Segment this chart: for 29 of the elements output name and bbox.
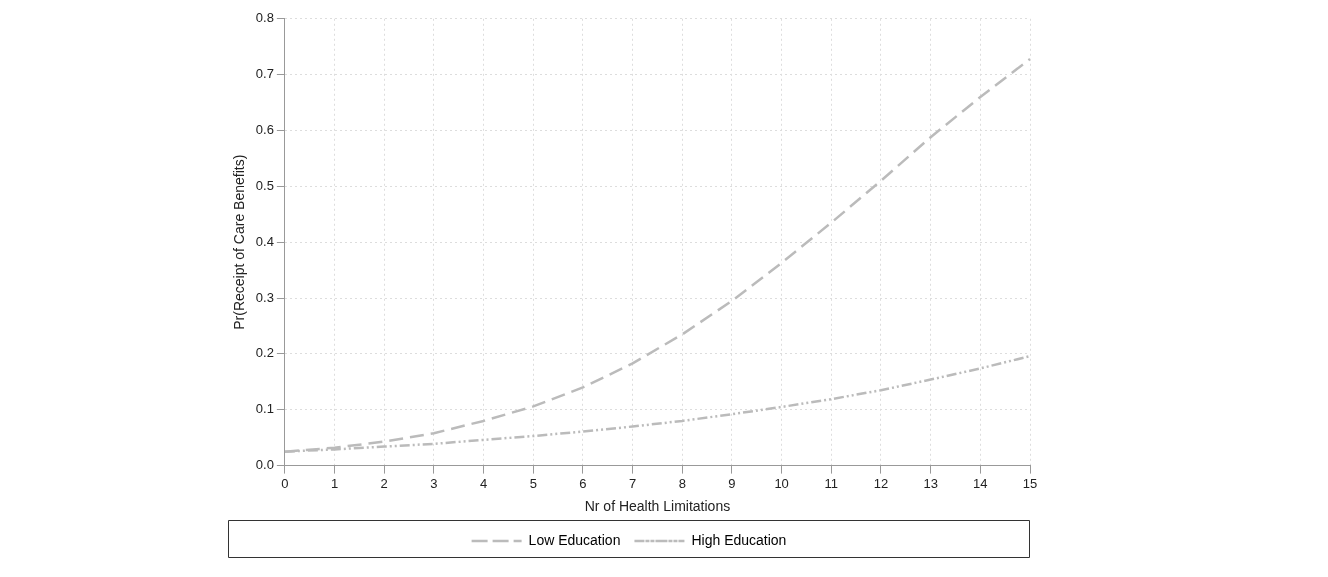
y-tick-label: 0.6 bbox=[255, 122, 274, 138]
y-tick-label: 0.2 bbox=[255, 345, 274, 361]
x-tick-label: 11 bbox=[824, 475, 839, 491]
x-tick-label: 9 bbox=[728, 475, 736, 491]
x-tick-label: 5 bbox=[529, 475, 537, 491]
x-tick-label: 10 bbox=[774, 475, 789, 491]
y-tick-label: 0.0 bbox=[255, 457, 274, 473]
x-tick-label: 13 bbox=[923, 475, 938, 491]
y-tick-label: 0.4 bbox=[255, 233, 274, 249]
y-tick-label: 0.1 bbox=[255, 401, 274, 417]
y-tick-label: 0.7 bbox=[255, 66, 274, 82]
y-tick-label: 0.5 bbox=[255, 177, 274, 193]
y-tick-label: 0.3 bbox=[255, 289, 274, 305]
y-tick-label: 0.8 bbox=[255, 10, 274, 26]
x-tick-label: 8 bbox=[678, 475, 686, 491]
x-tick-label: 2 bbox=[380, 475, 388, 491]
legend-label: Low Education bbox=[528, 531, 621, 548]
x-tick-label: 0 bbox=[281, 475, 289, 491]
x-tick-label: 12 bbox=[873, 475, 889, 491]
x-tick-label: 3 bbox=[430, 475, 438, 491]
x-tick-label: 4 bbox=[479, 475, 488, 491]
x-axis-title: Nr of Health Limitations bbox=[584, 498, 731, 515]
x-tick-label: 14 bbox=[973, 475, 988, 491]
x-tick-label: 15 bbox=[1022, 475, 1038, 491]
y-axis-title: Pr(Receipt of Care Benefits) bbox=[231, 154, 248, 330]
x-tick-label: 1 bbox=[330, 475, 339, 491]
x-tick-label: 7 bbox=[628, 475, 637, 491]
legend-label: High Education bbox=[691, 531, 787, 548]
x-tick-label: 6 bbox=[579, 475, 587, 491]
